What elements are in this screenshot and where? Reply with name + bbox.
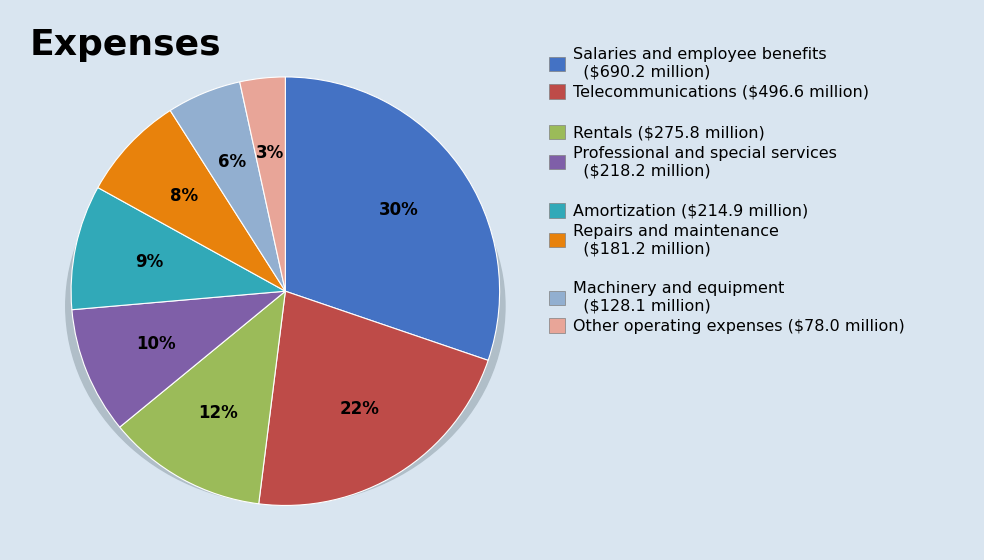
Text: 22%: 22% — [339, 400, 379, 418]
Text: Expenses: Expenses — [30, 28, 221, 62]
Text: 8%: 8% — [170, 187, 198, 205]
Wedge shape — [72, 291, 285, 427]
Legend: Salaries and employee benefits
  ($690.2 million), Telecommunications ($496.6 mi: Salaries and employee benefits ($690.2 m… — [549, 47, 905, 334]
Text: 30%: 30% — [379, 201, 418, 219]
Wedge shape — [120, 291, 285, 504]
Wedge shape — [97, 110, 285, 291]
Ellipse shape — [66, 108, 505, 505]
Wedge shape — [285, 77, 500, 361]
Text: 12%: 12% — [198, 404, 238, 422]
Wedge shape — [71, 188, 285, 310]
Text: 10%: 10% — [137, 335, 176, 353]
Wedge shape — [170, 82, 285, 291]
Text: 6%: 6% — [218, 153, 246, 171]
Wedge shape — [240, 77, 285, 291]
Text: 9%: 9% — [135, 253, 163, 271]
Wedge shape — [259, 291, 488, 506]
Text: 3%: 3% — [256, 144, 284, 162]
